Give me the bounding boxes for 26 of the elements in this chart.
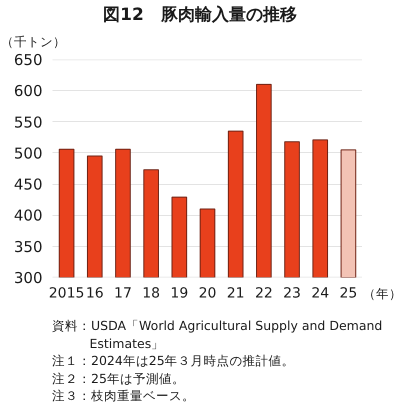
x-tick-label: 22 [254,286,273,302]
y-tick-label: 500 [14,144,43,162]
x-tick-label: 19 [170,286,188,302]
y-tick-label: 600 [14,82,43,100]
text: 注３：枝肉重量ベース。 [52,387,196,404]
x-tick-label: 17 [114,286,132,302]
y-axis-title: （千トン） [0,33,67,51]
chart-title: 図12 豚肉輸入量の推移 [102,4,298,27]
text: 資料：USDA「World Agricultural Supply and Demand Estimates」 [52,317,384,352]
x-tick-label: 18 [142,286,160,302]
text: 注２：25年は予測値。 [52,370,186,387]
x-tick-label: 23 [283,286,301,302]
x-axis-title: （年） [362,285,400,303]
x-tick-label: 25 [340,286,358,302]
x-tick-label: 16 [86,286,104,302]
x-tick-label: 20 [198,286,216,302]
y-tick-label: 650 [14,51,43,69]
y-tick-label: 350 [14,238,43,256]
y-tick-label: 300 [14,269,43,287]
y-tick-label: 400 [14,206,43,225]
x-tick-label: 24 [311,286,330,302]
x-tick-label: 2015 [48,286,84,302]
y-tick-label: 450 [14,176,43,194]
text: 注１：2024年は25年３月時点の推計値。 [52,352,296,370]
x-tick-label: 21 [226,286,245,302]
y-tick-label: 550 [14,113,43,132]
